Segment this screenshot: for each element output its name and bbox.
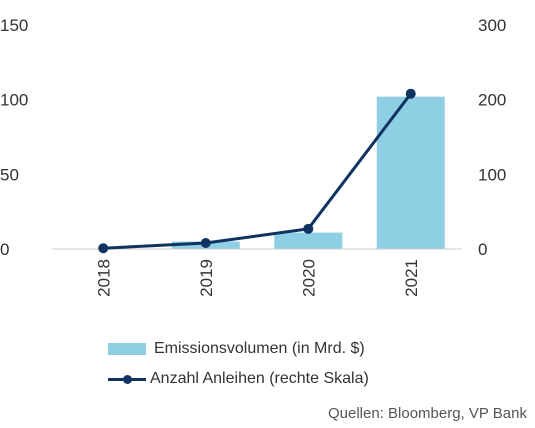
legend-item-bar: Emissionsvolumen (in Mrd. $) [108, 340, 365, 358]
right-tick-label: 0 [478, 240, 487, 259]
right-tick-label: 100 [478, 165, 506, 184]
left-tick-label: 50 [0, 165, 19, 184]
x-axis-ticks: 2018 2019 2020 2021 [94, 259, 421, 297]
legend-bar-label: Emissionsvolumen (in Mrd. $) [154, 340, 365, 357]
x-tick-label: 2021 [402, 259, 421, 297]
right-axis-ticks: 0 100 200 300 [478, 16, 506, 259]
point-2018 [98, 243, 109, 254]
left-tick-label: 100 [0, 91, 28, 110]
x-tick-label: 2020 [299, 259, 318, 297]
bar-2021 [376, 96, 445, 250]
left-tick-label: 0 [0, 240, 9, 259]
legend-line-swatch [108, 373, 146, 385]
point-2020 [303, 223, 314, 234]
x-tick-label: 2018 [94, 259, 113, 297]
point-2019 [200, 238, 211, 249]
point-2021 [405, 88, 416, 99]
chart: 0 50 100 150 0 100 200 300 2018 2019 2020 2021 [0, 16, 506, 297]
line-series-group [98, 88, 416, 254]
bar-2020 [274, 232, 343, 249]
source-note: Quellen: Bloomberg, VP Bank [327, 405, 527, 422]
series-line-anzahl-anleihen [103, 92, 412, 250]
right-tick-label: 300 [478, 16, 506, 35]
left-axis-ticks: 0 50 100 150 [0, 16, 28, 259]
legend-item-line: Anzahl Anleihen (rechte Skala) [108, 370, 369, 388]
legend-line-label: Anzahl Anleihen (rechte Skala) [150, 370, 369, 387]
x-tick-label: 2019 [197, 259, 216, 297]
left-tick-label: 150 [0, 16, 28, 35]
legend-bar-swatch [108, 343, 146, 355]
right-tick-label: 200 [478, 91, 506, 110]
